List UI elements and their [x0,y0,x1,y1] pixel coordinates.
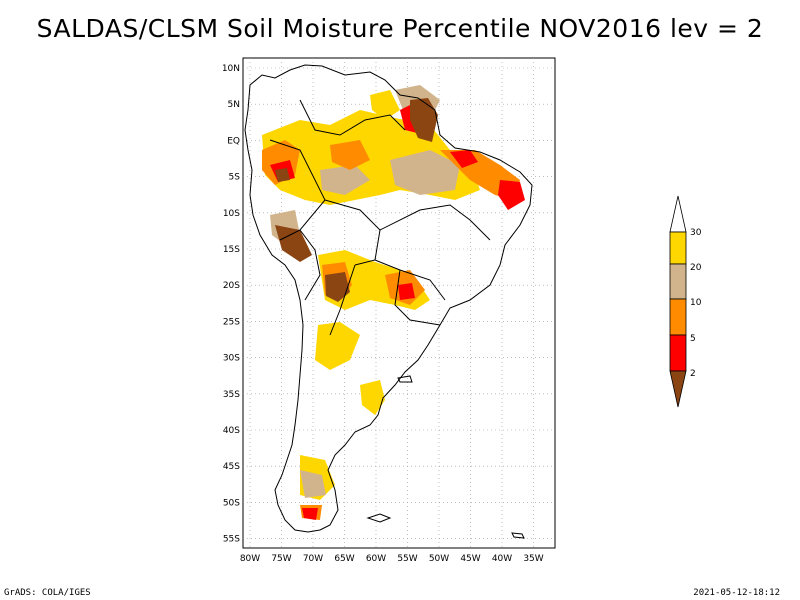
lat-tick-label: 20S [223,281,240,291]
legend-label-30: 30 [690,228,702,238]
legend-label-2: 2 [690,369,696,379]
percentile-shading [262,85,525,520]
lat-tick-label: 40S [223,426,240,436]
legend-swatch-5-10 [669,298,687,336]
lon-tick-label: 55W [397,554,417,564]
lat-tick-label: 35S [223,390,240,400]
lat-tick-label: 25S [223,317,240,327]
longitude-labels: 80W 75W 70W 65W 60W 55W 50W 45W 40W 35W [240,554,544,564]
legend-swatch-above30 [669,195,687,233]
lat-tick-label: 55S [223,535,240,545]
legend-swatch-10-20 [669,263,687,300]
lon-tick-label: 60W [366,554,386,564]
continent-outline [244,64,533,533]
lat-tick-label: 5N [228,100,240,110]
lon-tick-label: 75W [271,554,291,564]
map-title: SALDAS/CLSM Soil Moisture Percentile NOV… [36,14,764,43]
legend-swatch-20-30 [669,231,687,265]
lon-tick-label: 65W [334,554,354,564]
legend-label-5: 5 [690,334,696,344]
lat-tick-label: 5S [229,173,241,183]
lat-tick-label: 45S [223,462,240,472]
lat-tick-label: 10S [223,209,240,219]
lat-tick-label: 15S [223,245,240,255]
lat-tick-label: 10N [222,64,240,74]
legend-label-20: 20 [690,263,702,273]
footer-credit: GrADS: COLA/IGES [4,588,91,598]
lat-tick-label: 50S [223,498,240,508]
lat-tick-label: 30S [223,354,240,364]
lat-tick-label: EQ [227,136,240,146]
lon-tick-label: 70W [303,554,323,564]
lon-tick-label: 45W [460,554,480,564]
lon-tick-label: 50W [429,554,449,564]
lon-tick-label: 40W [492,554,512,564]
legend-swatch-below2 [669,370,687,408]
islands [366,375,525,539]
legend-swatch-2-5 [669,334,687,372]
legend-colorbar: 30 20 10 5 2 [669,195,702,408]
lon-tick-label: 35W [523,554,543,564]
lon-tick-label: 80W [240,554,260,564]
latitude-labels: 10N 5N EQ 5S 10S 15S 20S 25S 30S 35S 40S 45S 50S 55S [222,64,240,545]
legend-label-10: 10 [690,298,702,308]
footer-timestamp: 2021-05-12-18:12 [693,588,780,598]
